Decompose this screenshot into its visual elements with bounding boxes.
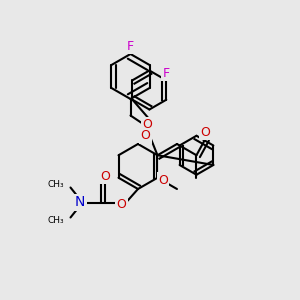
Text: O: O <box>100 170 110 183</box>
Text: O: O <box>143 118 152 131</box>
Text: CH₃: CH₃ <box>47 180 64 189</box>
Text: F: F <box>163 67 170 80</box>
Text: N: N <box>75 196 85 209</box>
Text: O: O <box>140 129 150 142</box>
Text: O: O <box>158 174 168 187</box>
Text: O: O <box>117 197 126 211</box>
Text: F: F <box>127 40 134 53</box>
Text: CH₃: CH₃ <box>47 216 64 225</box>
Text: O: O <box>200 126 210 139</box>
